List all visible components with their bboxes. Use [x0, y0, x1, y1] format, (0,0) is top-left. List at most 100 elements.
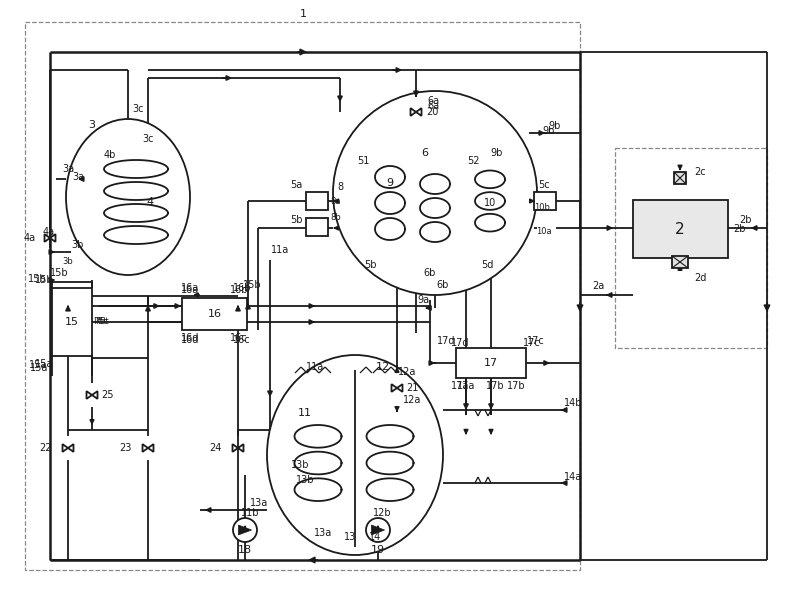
- Text: 16c: 16c: [233, 335, 251, 345]
- Text: 15b: 15b: [28, 274, 47, 284]
- Text: 16d: 16d: [181, 335, 199, 345]
- Text: 12b: 12b: [373, 508, 391, 518]
- Text: 11a: 11a: [306, 362, 324, 372]
- Text: 13: 13: [344, 532, 356, 542]
- Polygon shape: [371, 525, 385, 535]
- Polygon shape: [233, 444, 238, 452]
- Text: 13a: 13a: [250, 498, 268, 508]
- Text: 2: 2: [675, 222, 685, 237]
- Polygon shape: [92, 391, 98, 399]
- Text: 17d: 17d: [437, 336, 455, 346]
- Text: 17: 17: [484, 358, 498, 368]
- Polygon shape: [410, 108, 416, 116]
- Text: 16b: 16b: [233, 283, 251, 293]
- Text: 3b: 3b: [62, 256, 74, 265]
- Text: 10b: 10b: [534, 203, 550, 213]
- Text: 17a: 17a: [451, 381, 469, 391]
- Bar: [306, 192, 328, 210]
- Bar: [182, 298, 247, 330]
- Text: 16: 16: [207, 309, 222, 319]
- Text: 8: 8: [337, 182, 343, 192]
- Text: 13b: 13b: [296, 475, 314, 485]
- Text: 16b: 16b: [230, 285, 248, 295]
- Text: 2b: 2b: [738, 215, 751, 225]
- Text: 15: 15: [65, 317, 79, 327]
- Text: 10: 10: [484, 198, 496, 208]
- Text: 23: 23: [120, 443, 132, 453]
- Text: 12a: 12a: [403, 395, 421, 405]
- Text: 14: 14: [369, 532, 381, 542]
- Text: 3a: 3a: [62, 164, 74, 174]
- Text: 3a: 3a: [72, 172, 84, 182]
- Text: 13b: 13b: [290, 460, 310, 470]
- Text: 6a: 6a: [427, 101, 439, 111]
- Text: 5b: 5b: [290, 215, 302, 225]
- Text: 15a: 15a: [35, 359, 53, 369]
- Text: 9: 9: [386, 178, 394, 188]
- Text: 16a: 16a: [181, 285, 199, 295]
- Text: 4b: 4b: [104, 150, 116, 160]
- Bar: [672, 256, 688, 268]
- Bar: [25, 22, 580, 570]
- Text: 13a: 13a: [314, 528, 332, 538]
- Polygon shape: [397, 384, 402, 392]
- Text: 12: 12: [376, 362, 390, 372]
- Circle shape: [233, 518, 257, 542]
- Text: 15b: 15b: [242, 280, 262, 290]
- Text: 16a: 16a: [181, 283, 199, 293]
- Polygon shape: [50, 234, 55, 242]
- Bar: [615, 148, 767, 348]
- Text: 6b: 6b: [437, 280, 449, 290]
- Polygon shape: [238, 525, 251, 535]
- Bar: [633, 200, 728, 258]
- Text: 2d: 2d: [694, 273, 706, 283]
- Text: 17c: 17c: [523, 338, 541, 348]
- Text: 16d: 16d: [181, 333, 199, 343]
- Text: 16c: 16c: [230, 333, 248, 343]
- Polygon shape: [238, 444, 243, 452]
- Text: 6a: 6a: [427, 96, 439, 106]
- Text: 11b: 11b: [241, 508, 259, 518]
- Text: 9a: 9a: [417, 295, 429, 305]
- Text: 4a: 4a: [43, 227, 55, 237]
- Text: 20: 20: [426, 107, 438, 117]
- Text: 17b: 17b: [486, 381, 504, 391]
- Ellipse shape: [66, 119, 190, 275]
- Text: 10a: 10a: [536, 228, 552, 237]
- Text: 15b: 15b: [50, 268, 69, 278]
- Text: 15a: 15a: [29, 360, 47, 370]
- Polygon shape: [142, 444, 148, 452]
- Bar: [674, 172, 686, 184]
- Polygon shape: [391, 384, 397, 392]
- Text: 2c: 2c: [694, 167, 706, 177]
- Polygon shape: [45, 234, 50, 242]
- Text: 3b: 3b: [72, 240, 84, 250]
- Text: 6b: 6b: [424, 268, 436, 278]
- Text: 4: 4: [146, 197, 154, 207]
- Bar: [306, 218, 328, 236]
- Text: 2a: 2a: [592, 281, 604, 291]
- Text: 9b: 9b: [543, 126, 555, 136]
- Text: 5b: 5b: [364, 260, 376, 270]
- Text: 11: 11: [298, 408, 312, 418]
- Polygon shape: [148, 444, 154, 452]
- Text: 52: 52: [466, 156, 479, 166]
- Text: 24: 24: [210, 443, 222, 453]
- Text: 18: 18: [238, 545, 252, 555]
- Polygon shape: [68, 444, 74, 452]
- Polygon shape: [86, 391, 92, 399]
- Text: 17a: 17a: [457, 381, 475, 391]
- Text: P5t: P5t: [95, 317, 109, 326]
- Text: 6: 6: [422, 148, 429, 158]
- Text: 21: 21: [406, 383, 418, 393]
- Text: 22: 22: [39, 443, 52, 453]
- Text: 15a: 15a: [30, 363, 48, 373]
- Text: 5d: 5d: [481, 260, 493, 270]
- Text: 3c: 3c: [142, 134, 154, 144]
- Text: 5a: 5a: [290, 180, 302, 190]
- Text: 11a: 11a: [271, 245, 289, 255]
- Text: 25: 25: [102, 390, 114, 400]
- Polygon shape: [62, 444, 68, 452]
- Text: 12a: 12a: [398, 367, 416, 377]
- Text: 14a: 14a: [564, 472, 582, 482]
